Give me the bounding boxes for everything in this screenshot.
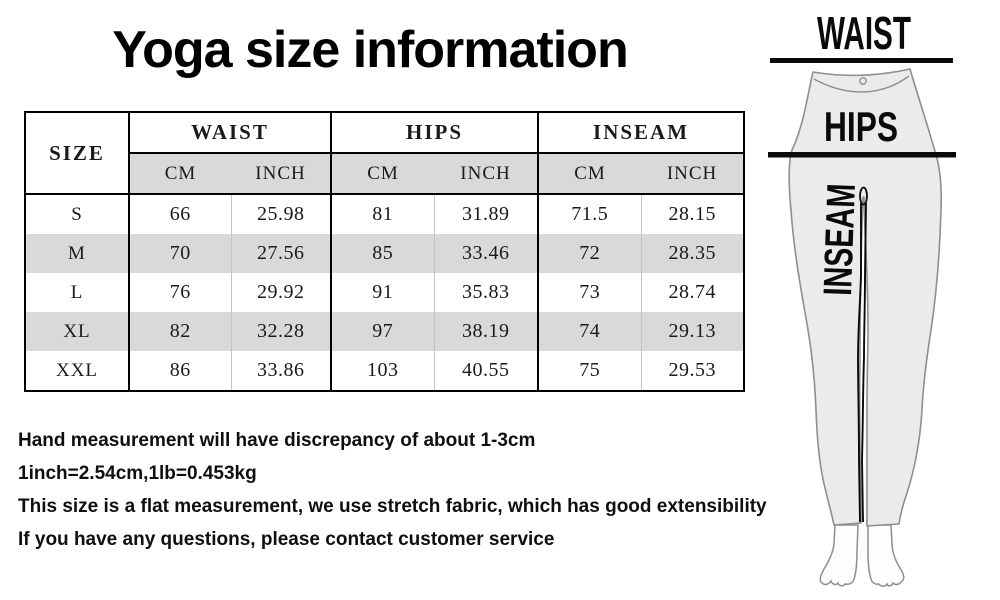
table-cell: 74	[537, 312, 642, 351]
page-title: Yoga size information	[112, 21, 628, 79]
table-cell: 35.83	[433, 273, 539, 312]
column-header-size: SIZE	[25, 112, 130, 195]
table-row-l: L 76 29.92 91 35.83 73 28.74	[25, 273, 745, 312]
table-cell: 81	[330, 194, 435, 234]
table-cell: 70	[128, 234, 231, 273]
table-row-xl: XL 82 32.28 97 38.19 74 29.13	[25, 312, 745, 351]
table-cell: 28.35	[640, 234, 745, 273]
table-subheader-row: CM INCH CM INCH CM INCH	[25, 153, 745, 195]
hips-label: HIPS	[824, 103, 898, 150]
table-cell: 40.55	[433, 351, 539, 391]
table-cell: 91	[330, 273, 435, 312]
waist-label: WAIST	[817, 7, 911, 59]
table-header-row: SIZE WAIST HIPS INSEAM	[25, 112, 745, 195]
table-cell: 85	[330, 234, 435, 273]
table-cell: 29.92	[230, 273, 332, 312]
column-header-waist: WAIST	[127, 112, 332, 154]
subheader-inseam-cm: CM	[537, 153, 642, 195]
feet-illustration	[819, 524, 905, 587]
size-table: SIZE WAIST HIPS INSEAM CM INCH CM INCH C…	[24, 111, 746, 392]
leggings-measurement-diagram: WAIST HIPS INSEAM	[768, 7, 956, 587]
note-line: If you have any questions, please contac…	[18, 529, 555, 550]
table-cell: 72	[537, 234, 642, 273]
subheader-inseam-inch: INCH	[641, 153, 745, 195]
table-cell: 29.13	[640, 312, 745, 351]
table-cell: 73	[537, 273, 642, 312]
table-cell: 28.74	[640, 273, 745, 312]
table-cell: 32.28	[230, 312, 332, 351]
table-row-s: S 66 25.98 81 31.89 71.5 28.15	[25, 194, 745, 234]
size-label: L	[25, 273, 130, 312]
table-cell: 31.89	[433, 194, 539, 234]
note-line: This size is a flat measurement, we use …	[18, 496, 767, 517]
table-row-xxl: XXL 86 33.86 103 40.55 75 29.53	[25, 351, 745, 391]
size-label: S	[25, 194, 130, 234]
table-cell: 86	[128, 351, 231, 391]
size-label: M	[25, 234, 130, 273]
subheader-hips-inch: INCH	[434, 153, 539, 195]
table-cell: 38.19	[433, 312, 539, 351]
table-cell: 103	[330, 351, 435, 391]
waist-line	[770, 58, 953, 63]
table-cell: 27.56	[230, 234, 332, 273]
notes-block: Hand measurement will have discrepancy o…	[18, 424, 828, 556]
table-cell: 75	[537, 351, 642, 391]
subheader-waist-cm: CM	[128, 153, 231, 195]
table-cell: 28.15	[640, 194, 745, 234]
inseam-label: INSEAM	[816, 183, 864, 296]
table-cell: 33.46	[433, 234, 539, 273]
size-label: XXL	[25, 351, 130, 391]
table-cell: 25.98	[230, 194, 332, 234]
subheader-waist-inch: INCH	[231, 153, 332, 195]
note-line: Hand measurement will have discrepancy o…	[18, 430, 536, 451]
waistband-seam	[813, 75, 910, 93]
table-cell: 82	[128, 312, 231, 351]
table-row-m: M 70 27.56 85 33.46 72 28.35	[25, 234, 745, 273]
table-cell: 66	[128, 194, 231, 234]
table-cell: 33.86	[230, 351, 332, 391]
drawstring-hole-icon	[859, 77, 867, 85]
hips-line	[768, 152, 956, 158]
inseam-line	[857, 186, 868, 523]
column-header-hips: HIPS	[330, 112, 539, 154]
column-header-inseam: INSEAM	[537, 112, 745, 154]
note-line: 1inch=2.54cm,1lb=0.453kg	[18, 463, 257, 484]
table-cell: 76	[128, 273, 231, 312]
table-cell: 29.53	[640, 351, 745, 391]
subheader-hips-cm: CM	[330, 153, 435, 195]
table-cell: 97	[330, 312, 435, 351]
table-cell: 71.5	[537, 194, 642, 234]
size-label: XL	[25, 312, 130, 351]
